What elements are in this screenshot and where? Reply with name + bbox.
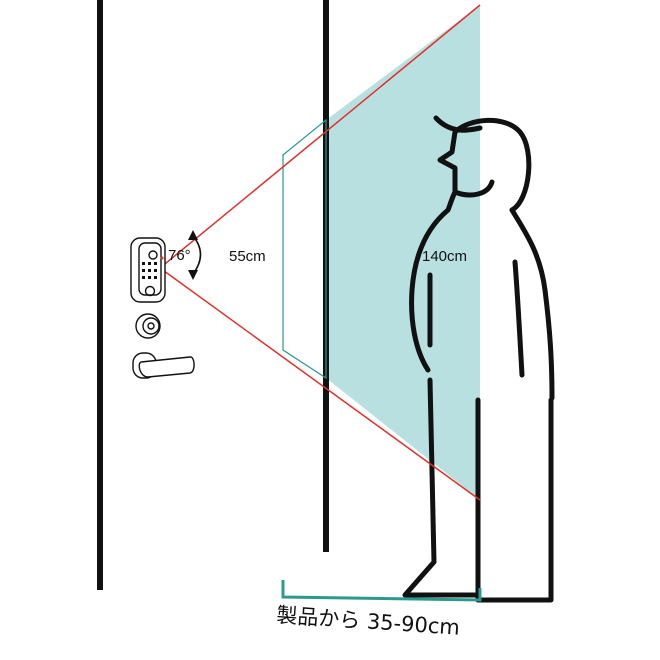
- distance-bracket: [281, 580, 482, 602]
- smart-lock-icon: [130, 237, 166, 303]
- distance-label: 製品から 35-90cm: [276, 603, 461, 640]
- near-height-label: 55cm: [229, 248, 266, 265]
- angle-label: 76°: [168, 247, 191, 264]
- view-cone: [159, 4, 481, 501]
- angle-arc: [188, 230, 202, 280]
- far-height-label: 140cm: [422, 248, 467, 265]
- deadbolt-icon: [135, 313, 161, 339]
- person-figure-icon: [402, 115, 555, 603]
- near-detection-plane: [282, 118, 327, 380]
- lever-handle-icon: [132, 352, 195, 379]
- far-detection-plane: [326, 5, 480, 500]
